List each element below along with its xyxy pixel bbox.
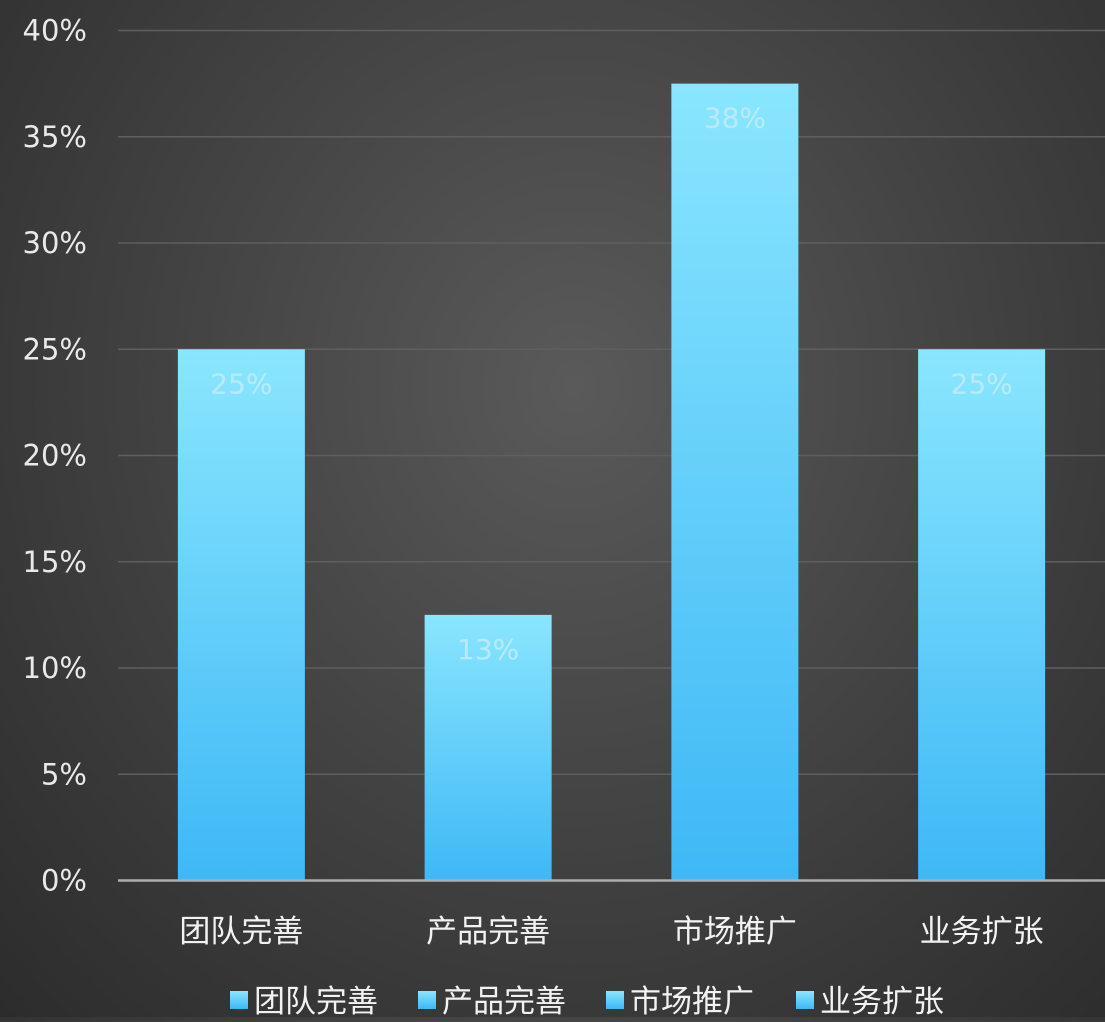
legend-label: 团队完善 [254,984,378,1017]
bars [177,83,1046,881]
legend-item: 产品完善 [418,984,566,1020]
bar [918,349,1046,881]
y-tick-label: 35% [23,120,87,154]
x-tick-label: 业务扩张 [920,914,1044,950]
y-axis-ticks: 0% 5% 10% 15% 20% 25% 30% 35% 40% [23,14,87,898]
legend-swatch [230,991,248,1009]
y-tick-label: 5% [41,757,87,791]
legend-item: 业务扩张 [796,984,944,1020]
legend-item: 市场推广 [606,984,754,1020]
legend-label: 产品完善 [442,984,566,1017]
y-tick-label: 20% [23,439,87,473]
data-label: 13% [457,633,519,666]
legend-swatch [418,991,436,1009]
y-tick-label: 15% [23,545,87,579]
bar [424,614,552,881]
x-tick-label: 市场推广 [673,914,797,950]
bar [177,349,305,881]
bar [671,83,799,881]
data-label: 25% [951,367,1013,400]
data-labels: 25% 13% 38% 25% [210,102,1012,666]
legend-label: 业务扩张 [820,984,944,1017]
legend-label: 市场推广 [630,984,754,1017]
y-tick-label: 0% [41,864,87,898]
legend-item: 团队完善 [230,984,378,1020]
y-tick-label: 25% [23,332,87,366]
y-tick-label: 40% [23,14,87,48]
x-axis-ticks: 团队完善 产品完善 市场推广 业务扩张 [179,914,1043,950]
x-tick-label: 团队完善 [179,914,303,950]
legend-swatch [606,991,624,1009]
x-tick-label: 产品完善 [426,914,550,950]
legend: 团队完善 产品完善 市场推广 业务扩张 [230,984,944,1020]
legend-swatch [796,991,814,1009]
data-label: 38% [704,102,766,135]
data-label: 25% [210,367,272,400]
y-tick-label: 10% [23,651,87,685]
y-tick-label: 30% [23,226,87,260]
